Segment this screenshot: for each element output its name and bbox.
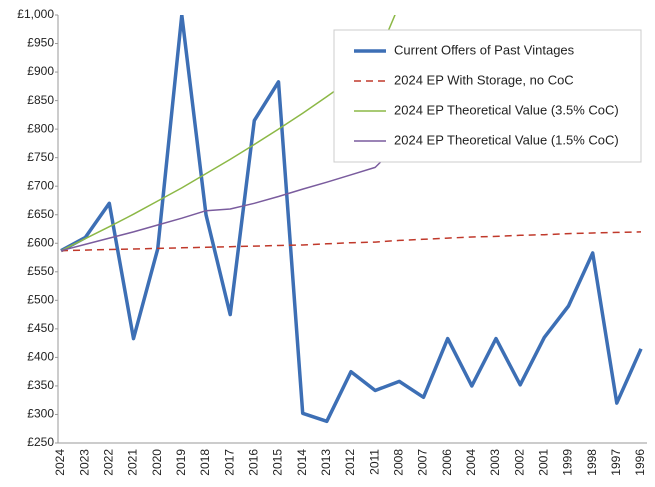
x-tick-label: 2022 [102,449,116,476]
x-tick-label: 2002 [512,449,526,476]
plot-area [60,15,643,424]
x-tick-label: 2007 [416,449,430,476]
x-tick-label: 2008 [392,449,406,476]
y-tick-label: £700 [27,178,54,192]
legend-label: 2024 EP Theoretical Value (3.5% CoC) [394,102,619,117]
x-tick-label: 2017 [222,449,236,476]
x-tick-label: 2021 [126,449,140,476]
x-tick-label: 2014 [295,449,309,476]
y-tick-label: £900 [27,64,54,78]
x-tick-label: 1997 [609,449,623,476]
x-tick-label: 1999 [561,449,575,476]
series-line [60,231,642,252]
y-tick-label: £650 [27,207,54,221]
y-tick-label: £450 [27,321,54,335]
x-tick-label: 2015 [271,449,285,476]
x-tick-label: 2006 [440,449,454,476]
legend-label: 2024 EP Theoretical Value (1.5% CoC) [394,132,619,147]
y-tick-label: £300 [27,407,54,421]
x-tick-label: 2012 [343,449,357,476]
y-tick-label: £750 [27,150,54,164]
legend: Current Offers of Past Vintages 2024 EP W… [333,29,642,163]
y-tick-label: £850 [27,93,54,107]
x-tick-label: 2024 [53,449,67,476]
series-line [60,142,400,252]
y-tick-label: £1,000 [17,7,54,21]
legend-label: 2024 EP With Storage, no CoC [394,72,574,87]
legend-label: Current Offers of Past Vintages [394,42,575,57]
x-tick-label: 2011 [367,449,381,475]
y-tick-label: £400 [27,350,54,364]
y-tick-label: £550 [27,264,54,278]
y-tick-label: £800 [27,121,54,135]
x-tick-label: 2013 [319,449,333,476]
x-tick-label: 2001 [537,449,551,476]
y-tick-label: £350 [27,378,54,392]
x-tick-label: 2016 [247,449,261,476]
x-tick-label: 2019 [174,449,188,476]
y-tick-label: £600 [27,235,54,249]
x-tick-label: 2004 [464,449,478,476]
y-tick-label: £500 [27,293,54,307]
x-tick-label: 2003 [488,449,502,476]
x-tick-label: 1998 [585,449,599,476]
x-tick-label: 2020 [150,449,164,476]
y-tick-label: £250 [27,435,54,449]
x-tick-label: 1996 [633,449,647,476]
y-tick-label: £950 [27,36,54,50]
x-tick-label: 2018 [198,449,212,476]
axes: £250 £300 £350 £400 £450 £500 £550 £600 £650 £700… [17,7,647,476]
x-tick-label: 2023 [77,449,91,476]
